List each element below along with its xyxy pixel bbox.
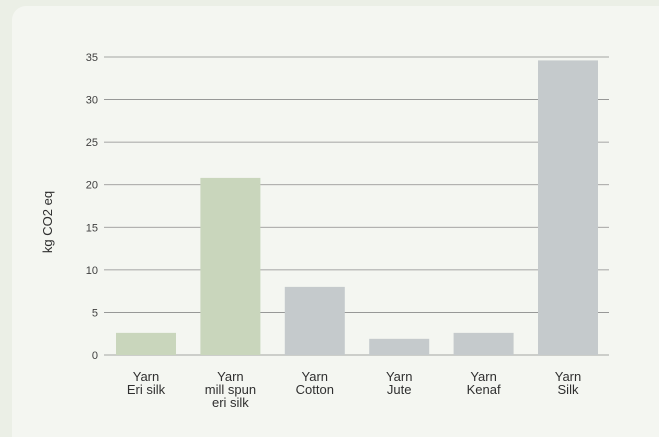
y-tick-label: 10 bbox=[86, 265, 98, 277]
y-tick-label: 0 bbox=[92, 350, 98, 362]
bar-4 bbox=[453, 332, 514, 355]
x-category-label: Yarn Eri silk bbox=[127, 369, 166, 397]
y-tick-label: 5 bbox=[92, 307, 98, 319]
bars bbox=[116, 60, 598, 356]
y-axis-title: kg CO2 eq bbox=[40, 191, 55, 253]
x-category-label: Yarn Kenaf bbox=[467, 369, 501, 397]
y-tick-label: 30 bbox=[86, 95, 98, 107]
x-category-label: Yarn Cotton bbox=[296, 369, 334, 397]
bar-2 bbox=[284, 286, 345, 355]
bar-5 bbox=[538, 60, 598, 356]
x-category-label: Yarn Silk bbox=[555, 369, 582, 397]
x-category-label: Yarn mill spun eri silk bbox=[205, 369, 256, 410]
y-tick-label: 20 bbox=[86, 180, 98, 192]
bar-0 bbox=[116, 332, 176, 355]
y-tick-label: 15 bbox=[86, 222, 98, 234]
y-axis-ticks: 0 5 10 15 20 25 30 35 bbox=[86, 52, 98, 362]
grid-lines bbox=[104, 56, 609, 356]
bar-1 bbox=[200, 177, 261, 355]
bar-3 bbox=[369, 338, 430, 355]
y-tick-label: 35 bbox=[86, 52, 98, 64]
y-tick-label: 25 bbox=[86, 137, 98, 149]
x-axis-labels: Yarn Eri silk Yarn mill spun eri silk Yarn Cot… bbox=[127, 369, 581, 410]
x-category-label: Yarn Jute bbox=[386, 369, 413, 397]
